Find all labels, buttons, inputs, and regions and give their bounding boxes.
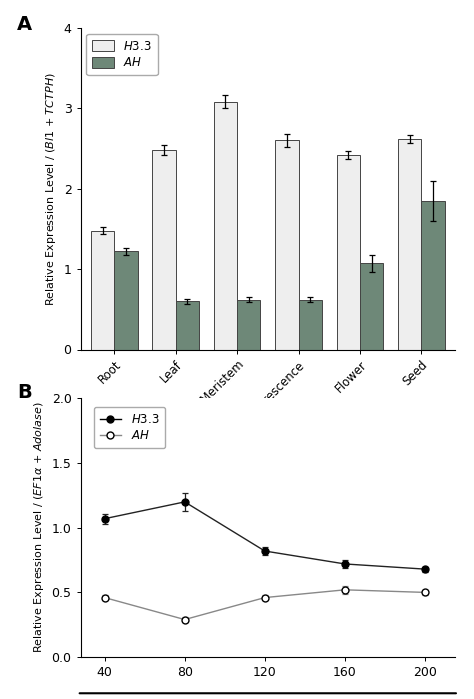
- Bar: [337, 155, 360, 350]
- Bar: [360, 264, 383, 350]
- Bar: [398, 139, 421, 350]
- Legend: $H3.3$, $AH$: $H3.3$, $AH$: [94, 407, 165, 448]
- Bar: [275, 140, 299, 350]
- Bar: [237, 300, 260, 350]
- Bar: [421, 201, 445, 350]
- Bar: [176, 301, 199, 350]
- Text: B: B: [17, 383, 32, 402]
- Bar: [114, 252, 137, 350]
- Bar: [91, 231, 114, 350]
- Legend: $H3.3$, $AH$: $H3.3$, $AH$: [86, 34, 157, 75]
- Bar: [299, 300, 322, 350]
- Text: A: A: [17, 15, 32, 34]
- Bar: [153, 150, 176, 350]
- Y-axis label: Relative Expression Level / ($Bl1$ + $TCTPH$): Relative Expression Level / ($Bl1$ + $TC…: [44, 72, 58, 305]
- Bar: [214, 102, 237, 350]
- Y-axis label: Relative Expression Level / ($EF1\alpha$ + $Adolase$): Relative Expression Level / ($EF1\alpha$…: [32, 402, 46, 654]
